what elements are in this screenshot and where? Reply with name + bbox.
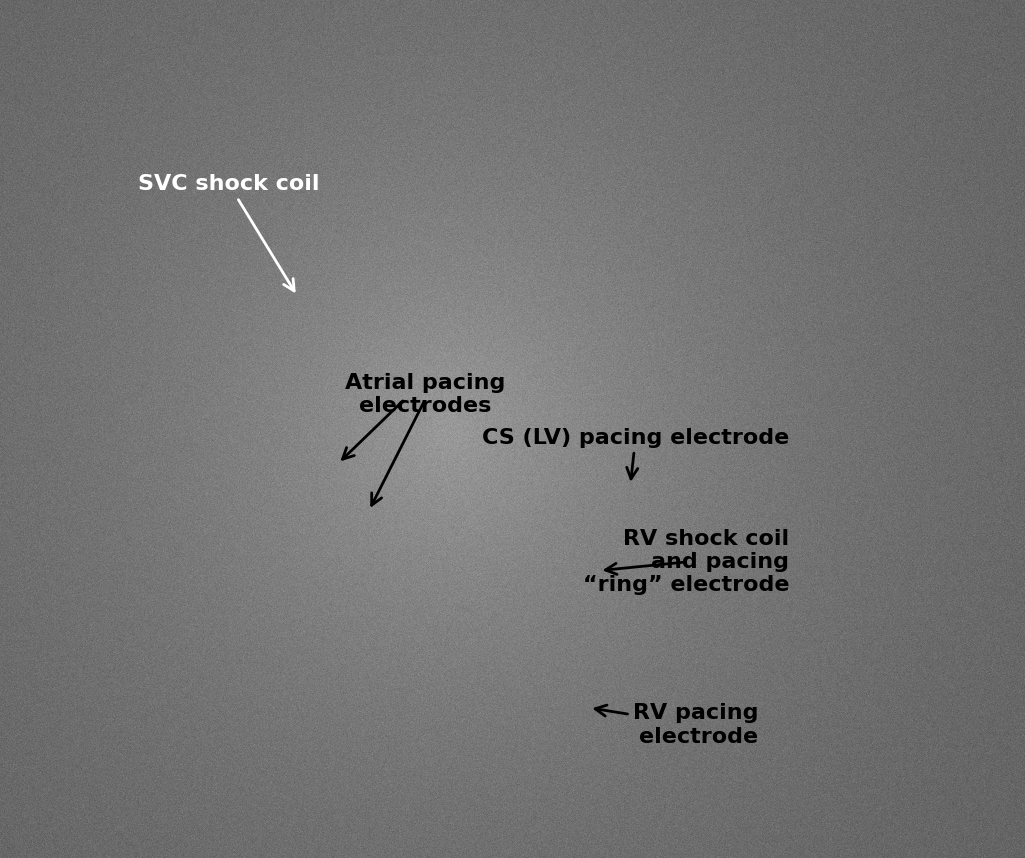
Text: SVC shock coil: SVC shock coil: [138, 174, 320, 291]
Text: Atrial pacing
electrodes: Atrial pacing electrodes: [345, 373, 505, 416]
Text: RV pacing
electrode: RV pacing electrode: [596, 704, 758, 746]
Text: CS (LV) pacing electrode: CS (LV) pacing electrode: [482, 427, 789, 479]
Text: RV shock coil
and pacing
“ring” electrode: RV shock coil and pacing “ring” electrod…: [583, 529, 789, 595]
